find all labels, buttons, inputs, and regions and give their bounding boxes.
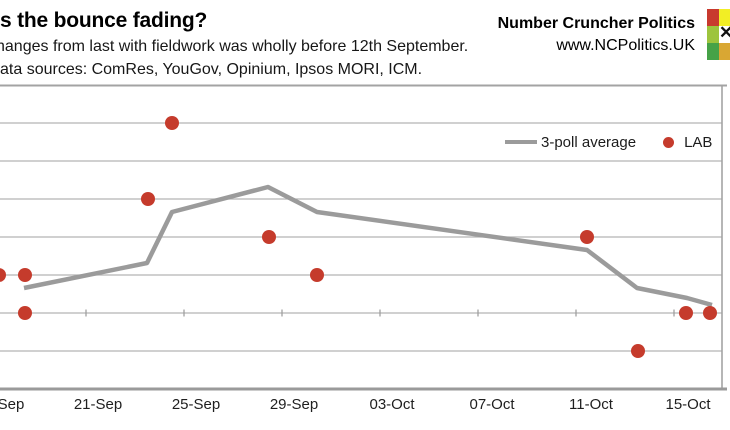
x-axis-label: 21-Sep [74, 396, 122, 413]
poll-dot [0, 268, 6, 282]
page-subtitle: hanges from last with fieldwork was whol… [0, 38, 469, 55]
logo-cell [719, 26, 730, 43]
poll-dot [580, 230, 594, 244]
x-axis-label: 07-Oct [469, 396, 515, 413]
chart-legend: 3-poll average LAB [505, 133, 713, 151]
poll-dot [679, 306, 693, 320]
logo-cell [719, 43, 730, 60]
average-line [23, 184, 713, 308]
poll-dot [631, 344, 645, 358]
logo-cell [707, 9, 719, 26]
logo-x-icon: ✕ [719, 23, 730, 42]
poll-dot [18, 268, 32, 282]
x-axis-label: 03-Oct [369, 396, 415, 413]
x-axis-label: 15-Oct [665, 396, 711, 413]
x-axis-label: 29-Sep [270, 396, 318, 413]
x-axis-label: 25-Sep [172, 396, 220, 413]
legend-dot-icon [663, 136, 675, 148]
poll-dot [703, 306, 717, 320]
logo-cell [707, 26, 719, 43]
ncp-logo: ✕ [707, 9, 730, 60]
poll-dot [165, 116, 179, 130]
poll-dot [262, 230, 276, 244]
brand-url: www.NCPolitics.UK [556, 37, 695, 54]
data-sources-note: ata sources: ComRes, YouGov, Opinium, Ip… [0, 61, 423, 78]
page-title: s the bounce fading? [0, 9, 208, 32]
logo-cell [707, 43, 719, 60]
logo-cell [719, 9, 730, 26]
poll-dot [310, 268, 324, 282]
x-axis-label: Sep [0, 396, 24, 413]
legend-dot-label: LAB [684, 133, 713, 151]
brand-name: Number Cruncher Politics [497, 15, 695, 32]
legend-line-swatch-icon [505, 140, 537, 144]
poll-dot [141, 192, 155, 206]
x-axis-label: 11-Oct [569, 396, 614, 413]
legend-line-label: 3-poll average [541, 133, 637, 151]
poll-dot [18, 306, 32, 320]
